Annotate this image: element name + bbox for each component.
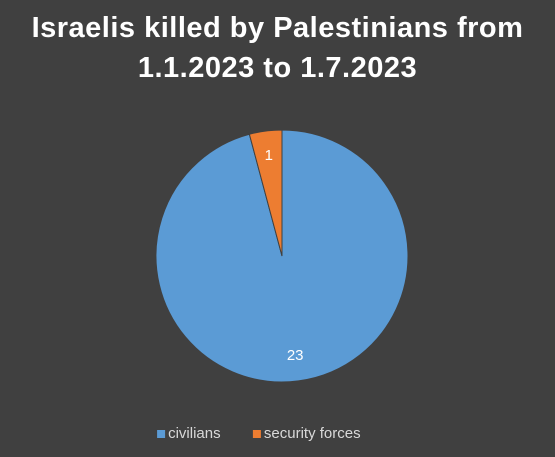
chart-title: Israelis killed by Palestinians from 1.1… <box>31 12 524 84</box>
legend-marker <box>252 430 261 438</box>
legend-label: civilians <box>168 425 221 442</box>
data-label: 23 <box>287 347 304 364</box>
data-label: 1 <box>265 147 273 164</box>
pie-slice <box>248 129 283 257</box>
legend-label: security forces <box>264 425 361 442</box>
legend-marker <box>157 430 166 438</box>
